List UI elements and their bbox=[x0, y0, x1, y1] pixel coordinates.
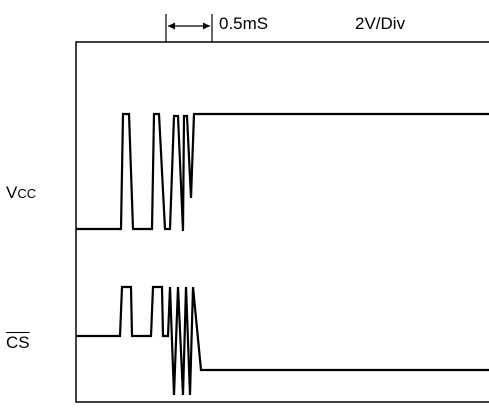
cs-trace bbox=[76, 285, 489, 396]
vcc-trace bbox=[76, 112, 489, 232]
timebase-label: 0.5mS bbox=[219, 14, 269, 33]
vcc-trace-label: VCC bbox=[6, 183, 36, 204]
timebase-arrow-right bbox=[203, 22, 210, 30]
timebase-marker bbox=[165, 14, 213, 42]
vcc-label-main: V bbox=[6, 183, 18, 202]
volts-per-div-label: 2V/Div bbox=[355, 14, 406, 33]
plot-frame bbox=[75, 41, 489, 403]
timebase-arrow-left bbox=[168, 22, 175, 30]
cs-trace-label: CS bbox=[6, 333, 30, 352]
vcc-label-sub: CC bbox=[17, 186, 37, 201]
